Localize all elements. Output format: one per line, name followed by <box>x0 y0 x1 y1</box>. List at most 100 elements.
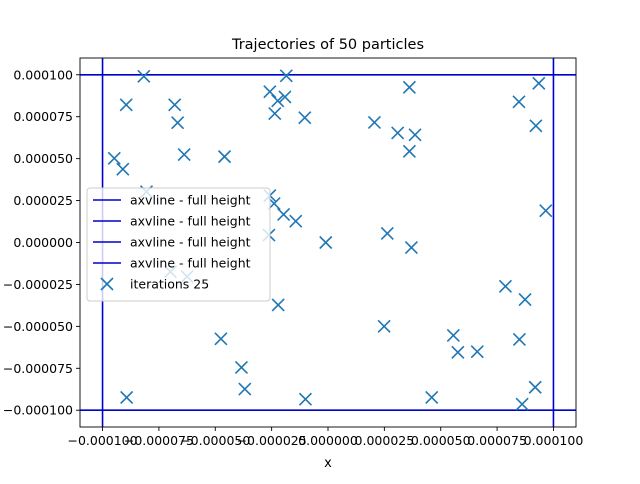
data-point <box>234 360 248 375</box>
legend-marker-stroke <box>100 277 114 291</box>
data-point <box>298 392 313 406</box>
data-point-stroke <box>177 148 191 162</box>
data-point <box>404 240 418 255</box>
data-point-stroke <box>518 292 532 307</box>
data-point <box>271 94 285 108</box>
data-point-stroke <box>217 150 232 164</box>
data-point <box>539 204 553 218</box>
legend-entry-label: axvline - full height <box>130 214 251 229</box>
y-tick-label: −0.000100 <box>3 403 73 418</box>
data-point <box>408 128 422 142</box>
x-tick-label: 0.000025 <box>355 433 415 448</box>
y-axis-ticks: −0.000100 −0.000075 −0.000050 −0.000025 0.00… <box>3 67 80 418</box>
x-tick-label: −0.000100 <box>67 433 137 448</box>
data-point-stroke <box>512 332 526 347</box>
data-point-stroke <box>268 106 282 121</box>
data-point <box>377 319 391 333</box>
x-tick-label: −0.000025 <box>237 433 307 448</box>
legend-entry-label: axvline - full height <box>130 256 251 271</box>
data-point-stroke <box>539 204 553 218</box>
data-point-stroke <box>451 345 465 359</box>
data-point <box>137 69 151 83</box>
data-point <box>289 214 303 228</box>
y-tick-label: −0.000075 <box>3 361 73 376</box>
data-point-stroke <box>137 69 151 83</box>
data-point <box>532 76 546 90</box>
data-point <box>119 98 133 112</box>
data-point <box>319 235 333 250</box>
data-point <box>238 382 252 396</box>
data-point-stroke <box>512 95 526 109</box>
data-point <box>512 332 526 347</box>
data-point-stroke <box>528 380 542 394</box>
data-point <box>168 98 182 112</box>
data-point <box>512 95 526 109</box>
data-point-stroke <box>171 116 185 130</box>
data-point-stroke <box>289 214 303 228</box>
data-point-stroke <box>408 128 422 142</box>
data-point-stroke <box>367 115 382 129</box>
data-point <box>380 226 394 241</box>
data-point <box>367 115 382 129</box>
data-point <box>446 328 460 342</box>
data-point-stroke <box>214 332 228 346</box>
data-point <box>271 298 285 312</box>
data-point <box>116 162 130 176</box>
data-point-stroke <box>107 151 121 165</box>
data-point-stroke <box>298 392 313 406</box>
legend-entry-label: axvline - full height <box>130 193 251 208</box>
data-point <box>528 380 542 394</box>
data-point <box>402 80 416 94</box>
data-point <box>107 151 121 165</box>
data-point <box>498 279 512 293</box>
data-point <box>263 85 277 99</box>
data-point-stroke <box>279 69 293 83</box>
data-point-stroke <box>402 144 416 158</box>
x-tick-label: 0.000000 <box>298 433 358 448</box>
x-tick-label: 0.000100 <box>524 433 584 448</box>
data-point <box>279 69 293 83</box>
x-tick-label: −0.000050 <box>180 433 250 448</box>
legend-entry-label: iterations 25 <box>130 277 209 292</box>
data-point <box>529 119 543 133</box>
data-point <box>402 144 416 158</box>
y-tick-label: 0.000050 <box>13 151 73 166</box>
data-point-stroke <box>120 390 134 405</box>
legend: axvline - full height axvline - full heig… <box>86 187 271 302</box>
data-point <box>277 207 291 222</box>
y-tick-label: 0.000100 <box>13 67 73 82</box>
data-point <box>171 116 185 130</box>
data-point <box>391 126 405 140</box>
chart-title: Trajectories of 50 particles <box>231 37 424 53</box>
data-point <box>120 390 134 405</box>
data-point-stroke <box>402 80 416 94</box>
data-point <box>268 106 282 121</box>
y-tick-label: 0.000075 <box>13 109 73 124</box>
data-point <box>515 397 529 411</box>
y-tick-label: 0.000000 <box>13 235 73 250</box>
data-point-stroke <box>532 76 546 90</box>
data-point <box>298 111 312 125</box>
data-point-stroke <box>116 162 130 176</box>
data-point-stroke <box>391 126 405 140</box>
data-point-stroke <box>168 98 182 112</box>
x-axis-ticks: −0.000100−0.000075−0.000050−0.0000250.00… <box>67 427 583 448</box>
x-tick-label: −0.000075 <box>124 433 194 448</box>
data-point-stroke <box>377 319 391 333</box>
data-point-stroke <box>271 94 285 108</box>
data-point-stroke <box>529 119 543 133</box>
data-point-stroke <box>263 85 277 99</box>
data-point-stroke <box>404 240 418 255</box>
data-point-stroke <box>470 345 484 359</box>
data-point <box>278 90 292 104</box>
data-point-stroke <box>446 328 460 342</box>
y-tick-label: −0.000025 <box>3 277 73 292</box>
data-point-stroke <box>119 98 133 112</box>
x-tick-label: 0.000075 <box>467 433 527 448</box>
x-tick-label: 0.000050 <box>411 433 471 448</box>
x-axis-label: x <box>324 456 332 471</box>
data-point-stroke <box>425 390 439 405</box>
y-tick-label: −0.000050 <box>3 319 73 334</box>
data-point-stroke <box>238 382 252 396</box>
